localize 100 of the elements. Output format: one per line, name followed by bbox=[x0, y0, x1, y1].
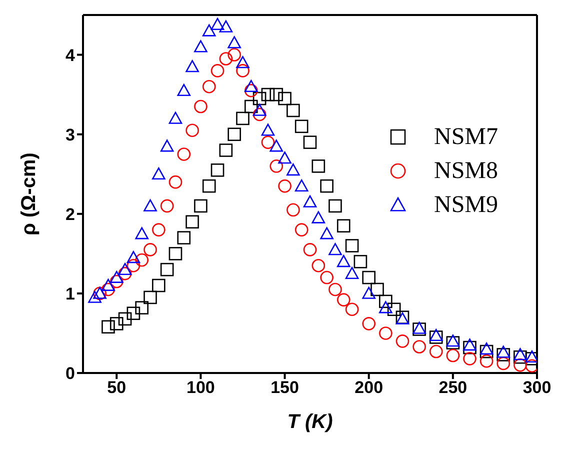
point bbox=[446, 348, 460, 362]
point bbox=[412, 340, 426, 354]
point bbox=[446, 336, 460, 350]
x-axis-title: T (K) bbox=[287, 411, 334, 433]
point bbox=[177, 84, 191, 96]
point bbox=[219, 144, 233, 157]
point bbox=[126, 250, 140, 264]
point bbox=[354, 254, 368, 268]
point bbox=[278, 152, 292, 164]
point bbox=[294, 120, 308, 134]
point bbox=[126, 258, 140, 272]
point bbox=[160, 199, 174, 213]
point bbox=[219, 52, 233, 66]
x-tick-label: 250 bbox=[438, 378, 468, 398]
point bbox=[370, 282, 384, 296]
point bbox=[152, 223, 166, 236]
point bbox=[144, 243, 157, 256]
legend-label: NSM8 bbox=[434, 158, 498, 184]
point bbox=[261, 88, 275, 102]
point bbox=[152, 278, 166, 292]
point bbox=[286, 203, 300, 217]
point bbox=[328, 243, 342, 256]
point bbox=[303, 136, 317, 149]
point bbox=[379, 301, 392, 314]
point bbox=[186, 60, 199, 72]
point bbox=[270, 88, 284, 102]
point bbox=[210, 163, 224, 177]
point bbox=[270, 160, 284, 173]
point bbox=[210, 64, 224, 78]
point bbox=[236, 56, 250, 68]
point bbox=[236, 112, 250, 126]
point bbox=[168, 175, 182, 189]
point bbox=[336, 293, 350, 306]
point bbox=[278, 92, 292, 106]
point bbox=[328, 282, 342, 296]
point bbox=[312, 211, 326, 224]
point bbox=[480, 354, 494, 368]
point bbox=[244, 84, 258, 98]
point bbox=[168, 247, 182, 260]
x-tick-label: 100 bbox=[186, 378, 215, 398]
point bbox=[429, 344, 443, 358]
point bbox=[463, 340, 476, 354]
point bbox=[278, 179, 292, 193]
point bbox=[480, 344, 494, 358]
point bbox=[88, 290, 102, 303]
point bbox=[463, 338, 476, 351]
point bbox=[320, 227, 334, 240]
point bbox=[228, 48, 241, 62]
point bbox=[514, 350, 527, 364]
point bbox=[336, 254, 350, 268]
point bbox=[252, 104, 266, 116]
point bbox=[135, 253, 148, 267]
x-tick-label: 150 bbox=[270, 378, 299, 398]
point bbox=[228, 128, 241, 141]
point bbox=[496, 348, 510, 362]
y-tick-label: 0 bbox=[66, 364, 75, 384]
point bbox=[261, 136, 275, 149]
point bbox=[152, 167, 166, 180]
point bbox=[261, 124, 275, 136]
point bbox=[118, 262, 132, 276]
point bbox=[194, 199, 208, 213]
x-tick-label: 200 bbox=[354, 378, 384, 398]
point bbox=[294, 179, 308, 192]
point bbox=[118, 312, 132, 326]
point bbox=[312, 160, 326, 173]
point bbox=[446, 334, 460, 347]
point bbox=[496, 356, 510, 370]
point bbox=[294, 223, 308, 236]
point bbox=[429, 328, 443, 342]
point bbox=[160, 140, 174, 152]
point bbox=[144, 290, 157, 304]
y-tick-label: 1 bbox=[66, 284, 75, 304]
point bbox=[144, 199, 157, 212]
point bbox=[362, 286, 376, 299]
point bbox=[362, 317, 376, 330]
point bbox=[202, 179, 216, 193]
point bbox=[135, 301, 148, 314]
legend-label: NSM9 bbox=[434, 192, 498, 218]
point bbox=[320, 179, 334, 193]
point bbox=[252, 92, 266, 106]
point bbox=[320, 270, 334, 284]
point bbox=[336, 219, 350, 232]
point bbox=[303, 195, 317, 208]
point bbox=[194, 40, 208, 52]
point bbox=[244, 80, 258, 92]
point bbox=[177, 231, 191, 244]
legend-label: NSM7 bbox=[434, 124, 498, 150]
point bbox=[312, 258, 326, 272]
point bbox=[480, 342, 494, 355]
point bbox=[236, 64, 250, 78]
x-tick-label: 50 bbox=[107, 378, 126, 398]
point bbox=[387, 302, 401, 316]
point bbox=[286, 163, 300, 176]
point bbox=[362, 270, 376, 284]
x-tick-label: 300 bbox=[522, 378, 552, 398]
point bbox=[160, 262, 174, 276]
point bbox=[186, 215, 199, 228]
point bbox=[219, 20, 233, 32]
point bbox=[379, 294, 392, 308]
y-tick-label: 4 bbox=[66, 46, 76, 65]
